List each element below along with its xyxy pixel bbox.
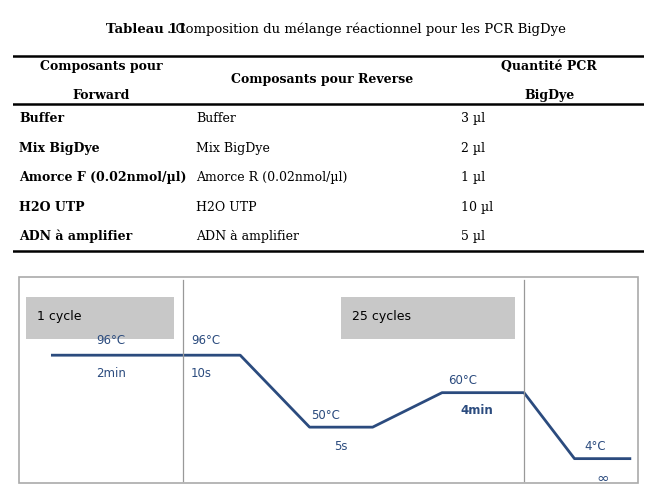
Text: . Composition du mélange réactionnel pour les PCR BigDye: . Composition du mélange réactionnel pou… [167,23,566,36]
Bar [341,297,514,339]
Text: Buffer: Buffer [20,112,64,125]
Text: 50°C: 50°C [311,409,340,422]
Text: Mix BigDye: Mix BigDye [20,142,100,155]
Text: 10 µl: 10 µl [461,201,493,214]
Text: 10s: 10s [191,367,212,379]
Text: 5s: 5s [334,440,348,453]
Text: BigDye: BigDye [524,89,574,102]
Text: 2min: 2min [96,367,126,379]
Text: Quantité PCR: Quantité PCR [501,60,597,73]
Text: 1 cycle: 1 cycle [37,310,81,323]
Text: 5 µl: 5 µl [461,230,485,243]
Text: H2O UTP: H2O UTP [196,201,257,214]
Text: Composants pour: Composants pour [40,60,163,73]
Text: ADN à amplifier: ADN à amplifier [196,230,299,243]
Text: Buffer: Buffer [196,112,236,125]
Text: Tableau 11: Tableau 11 [106,23,187,36]
Text: 3 µl: 3 µl [461,112,485,125]
Text: Composants pour Reverse: Composants pour Reverse [231,74,413,86]
Text: 1 µl: 1 µl [461,171,485,184]
Text: 4min: 4min [461,404,493,417]
Text: 60°C: 60°C [448,374,478,387]
Text: 96°C: 96°C [97,334,125,347]
Text: ADN à amplifier: ADN à amplifier [20,230,133,244]
Text: Forward: Forward [73,89,130,102]
Text: Amorce F (0.02nmol/µl): Amorce F (0.02nmol/µl) [20,171,187,184]
Text: ∞: ∞ [597,471,609,486]
Bar [26,297,174,339]
Text: Amorce R (0.02nmol/µl): Amorce R (0.02nmol/µl) [196,171,348,184]
Text: 4°C: 4°C [584,440,606,453]
Text: H2O UTP: H2O UTP [20,201,85,214]
Text: Mix BigDye: Mix BigDye [196,142,270,155]
Text: 96°C: 96°C [191,334,220,347]
Text: 25 cycles: 25 cycles [352,310,411,323]
Text: 2 µl: 2 µl [461,142,485,155]
